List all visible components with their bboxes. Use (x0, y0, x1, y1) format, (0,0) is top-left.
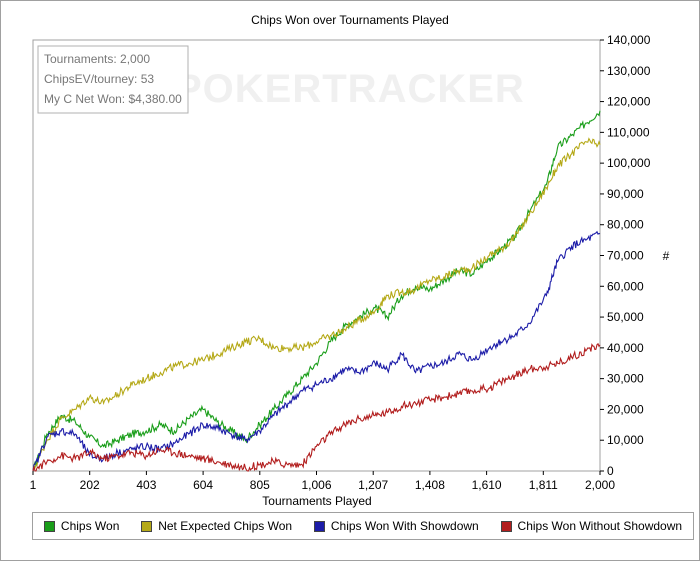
legend-item[interactable]: Chips Won (43, 519, 120, 533)
x-tick-label: 805 (250, 478, 270, 492)
series-layer (32, 110, 601, 472)
watermark-text: POKERTRACKER (175, 67, 525, 111)
y-tick-label: 80,000 (607, 218, 644, 232)
info-net-won: My C Net Won: $4,380.00 (44, 92, 182, 106)
legend-label: Chips Won Without Showdown (517, 519, 683, 533)
x-tick-label: 202 (80, 478, 100, 492)
info-chipsev: ChipsEV/tourney: 53 (44, 72, 154, 86)
y-tick-label: 120,000 (607, 95, 651, 109)
legend-item[interactable]: Chips Won Without Showdown (500, 519, 683, 533)
legend-swatch (313, 520, 325, 532)
series-line-chips-won-with-showdown (32, 230, 601, 472)
legend-label: Chips Won (60, 519, 120, 533)
y-tick-label: 50,000 (607, 310, 644, 324)
legend-swatch (43, 520, 55, 532)
y-tick-label: 40,000 (607, 341, 644, 355)
legend-item[interactable]: Chips Won With Showdown (313, 519, 479, 533)
x-tick-label: 1,811 (529, 478, 558, 492)
chart-title: Chips Won over Tournaments Played (251, 13, 449, 27)
y-axis-title: # (663, 249, 670, 263)
x-tick-label: 1,408 (415, 478, 445, 492)
x-tick-label: 604 (193, 478, 213, 492)
series-line-net-expected-chips-won (32, 137, 601, 472)
legend: Chips Won Net Expected Chips Won Chips Won… (32, 512, 694, 540)
x-axis: 1 202 403 604 805 1,006 1,207 1,408 1,610 1,811 2,… (30, 471, 615, 492)
x-tick-label: 1 (30, 478, 37, 492)
y-tick-label: 70,000 (607, 249, 644, 263)
x-tick-label: 2,000 (585, 478, 615, 492)
y-tick-label: 130,000 (607, 64, 651, 78)
info-tournaments: Tournaments: 2,000 (44, 52, 150, 66)
x-axis-title: Tournaments Played (262, 494, 371, 508)
legend-label: Chips Won With Showdown (330, 519, 479, 533)
y-tick-label: 10,000 (607, 433, 644, 447)
legend-swatch (500, 520, 512, 532)
x-tick-label: 1,610 (472, 478, 502, 492)
legend-label: Net Expected Chips Won (158, 519, 293, 533)
y-tick-label: 0 (607, 464, 614, 478)
y-tick-label: 30,000 (607, 372, 644, 386)
series-line-chips-won-without-showdown (32, 342, 601, 472)
legend-swatch (141, 520, 153, 532)
y-tick-label: 110,000 (607, 125, 650, 139)
y-tick-label: 140,000 (607, 33, 651, 47)
x-tick-label: 1,207 (358, 478, 388, 492)
y-tick-label: 100,000 (607, 156, 651, 170)
x-tick-label: 403 (136, 478, 156, 492)
x-tick-label: 1,006 (301, 478, 331, 492)
legend-item[interactable]: Net Expected Chips Won (141, 519, 292, 533)
y-tick-label: 20,000 (607, 402, 644, 416)
y-tick-label: 60,000 (607, 279, 644, 293)
y-tick-label: 90,000 (607, 187, 644, 201)
info-box (37, 45, 189, 114)
y-axis: 0 10,000 20,000 30,000 40,000 50,000 60,000 70,… (600, 33, 651, 478)
